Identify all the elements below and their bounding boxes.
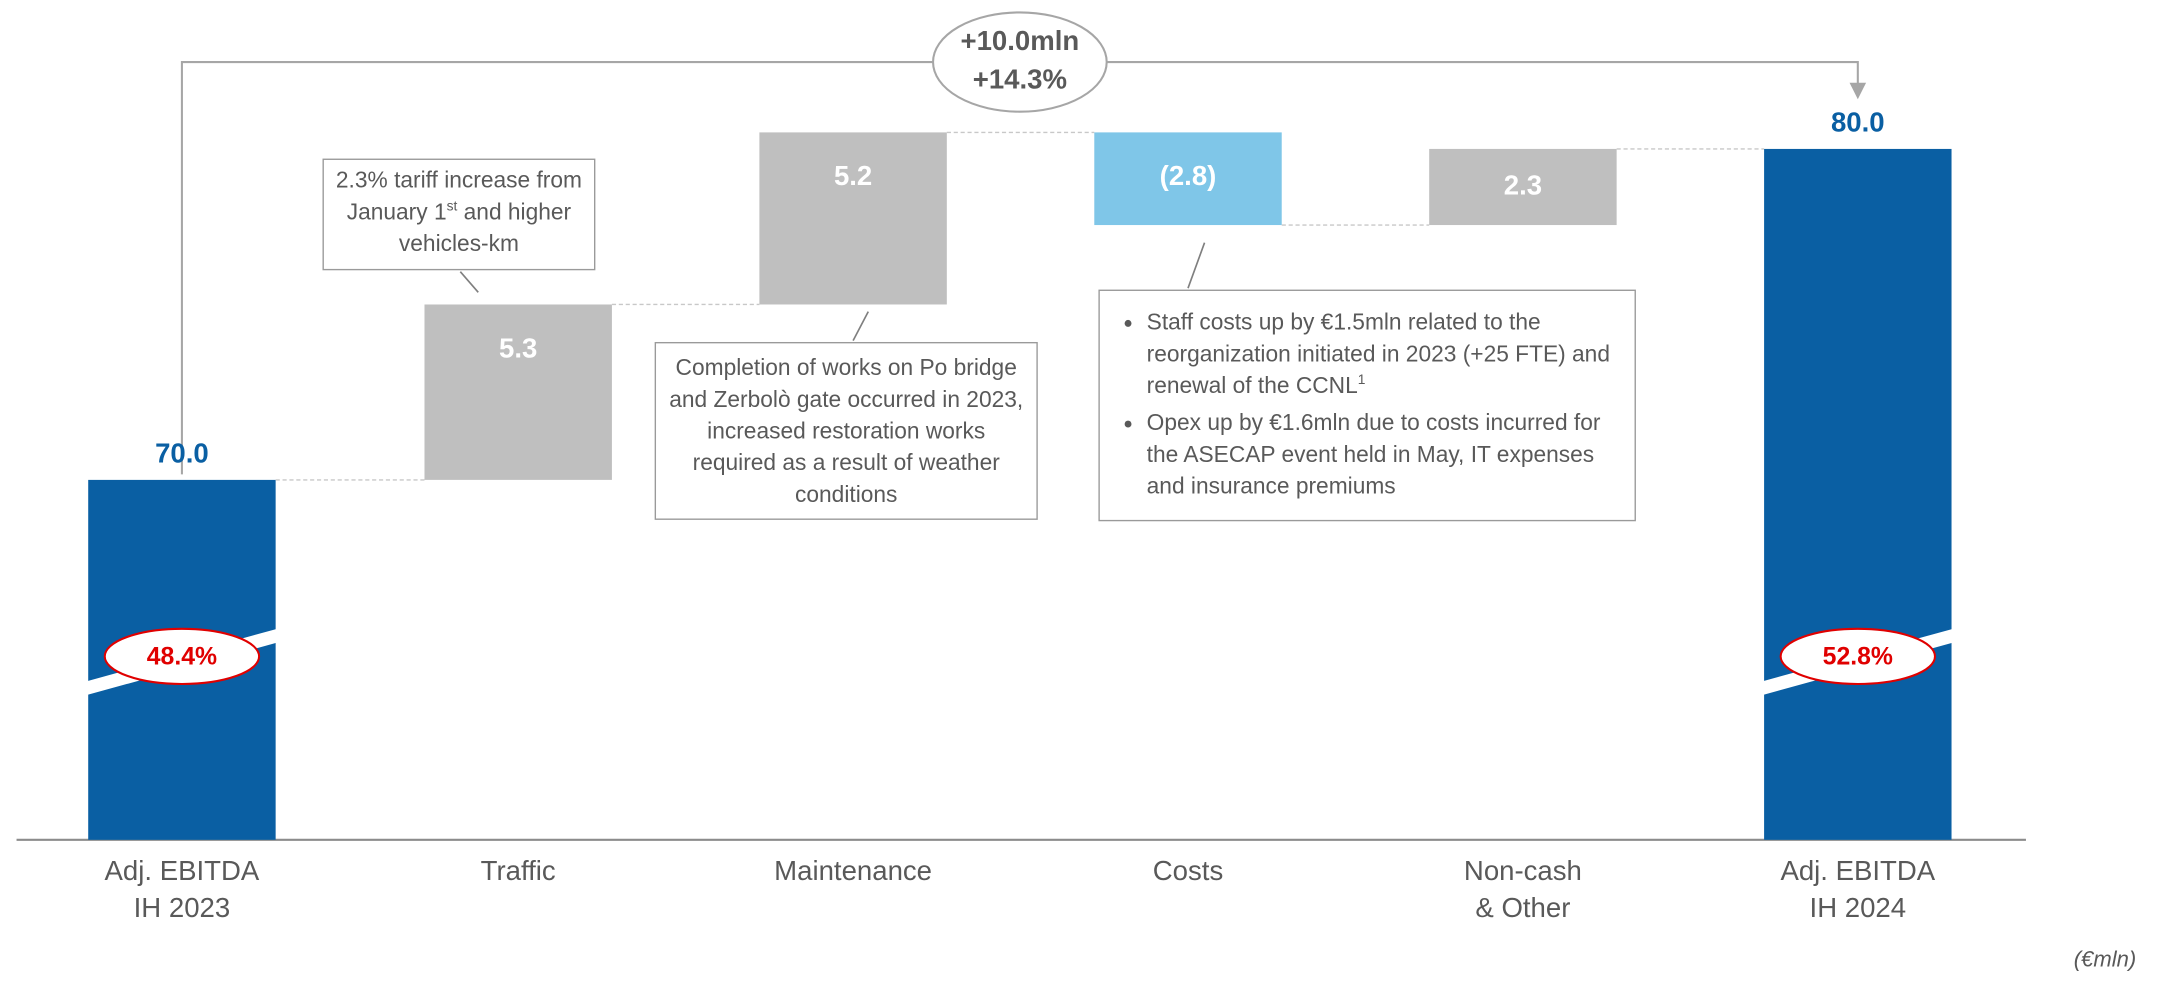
- category-label: Costs: [1152, 856, 1224, 887]
- note-text: Opex up by €1.6mln due to costs incurred…: [1146, 410, 1601, 500]
- note-pointer: [459, 271, 479, 293]
- note-bullet: Opex up by €1.6mln due to costs incurred…: [1147, 408, 1621, 503]
- value-label: (2.8): [1160, 160, 1217, 191]
- margin-label: 52.8%: [1823, 643, 1893, 670]
- note-pointer: [1187, 242, 1206, 289]
- superscript: st: [446, 199, 458, 215]
- unit-label: (€mln): [2073, 948, 2137, 973]
- category-label: Traffic: [480, 856, 556, 887]
- category-label: Adj. EBITDA IH 2023: [104, 856, 260, 924]
- change-label: +14.3%: [973, 64, 1067, 95]
- value-label: 80.0: [1831, 106, 1885, 137]
- bar: [1094, 132, 1282, 226]
- value-label: 2.3: [1504, 169, 1542, 200]
- note-text: Completion of works on Po bridge and Zer…: [669, 355, 1024, 508]
- bar: [424, 304, 612, 480]
- margin-label: 48.4%: [147, 643, 217, 670]
- value-label: 5.3: [499, 332, 537, 363]
- note-box: Completion of works on Po bridge and Zer…: [654, 341, 1038, 520]
- value-label: 70.0: [155, 437, 209, 468]
- note-text: and higher vehicles-km: [398, 199, 572, 257]
- category-label: Maintenance: [774, 856, 933, 887]
- note-box: Staff costs up by €1.5mln related to the…: [1098, 289, 1636, 522]
- note-text: 2.3% tariff increase from January 1: [335, 168, 582, 225]
- superscript: 1: [1357, 373, 1366, 389]
- bar: [759, 132, 947, 305]
- note-text: Staff costs up by €1.5mln related to the…: [1146, 310, 1610, 399]
- margin-oval: [103, 627, 261, 686]
- change-label: +10.0mln: [961, 25, 1080, 56]
- note-bullet: Staff costs up by €1.5mln related to the…: [1147, 308, 1621, 403]
- change-oval: [932, 11, 1108, 113]
- margin-oval: [1779, 627, 1937, 686]
- category-label: Non-cash & Other: [1463, 856, 1582, 924]
- bar: [1764, 148, 1952, 840]
- note-list: Staff costs up by €1.5mln related to the…: [1108, 308, 1621, 504]
- note-box: 2.3% tariff increase from January 1st an…: [322, 158, 596, 271]
- category-label: Adj. EBITDA IH 2024: [1780, 856, 1936, 924]
- change-arrowhead: [1849, 82, 1867, 100]
- bar: [1429, 148, 1617, 226]
- note-pointer: [852, 311, 869, 341]
- value-label: 5.2: [834, 160, 872, 191]
